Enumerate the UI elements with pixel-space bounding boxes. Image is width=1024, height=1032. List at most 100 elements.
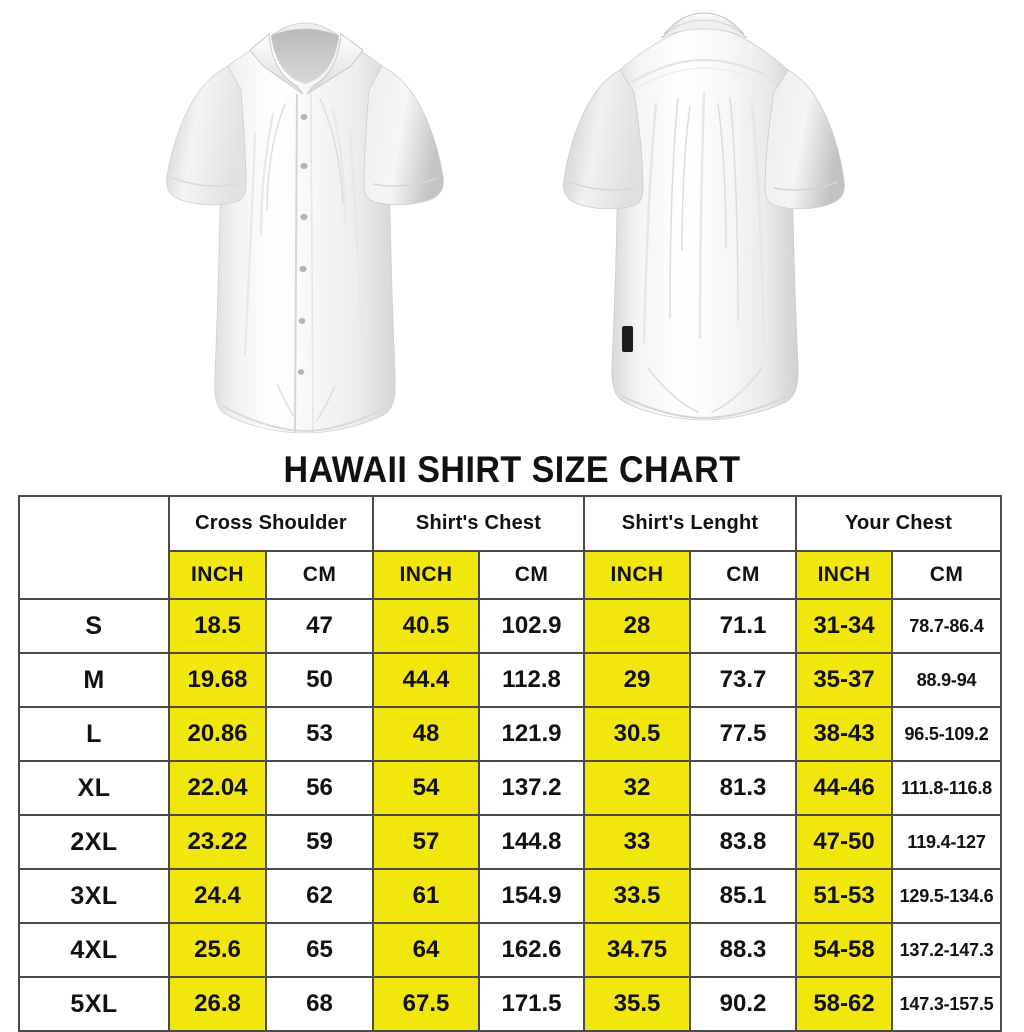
row-size-label: S <box>18 598 170 654</box>
cell-your-chest-cm: 111.8-116.8 <box>891 760 1003 816</box>
cell-cross-shoulder-cm: 59 <box>265 814 374 870</box>
row-size-label: 2XL <box>18 814 170 870</box>
table-row: 5XL 26.8 68 67.5 171.5 35.5 90.2 58-62 1… <box>18 976 1003 1032</box>
cell-your-chest-cm: 129.5-134.6 <box>891 868 1003 924</box>
cell-your-chest-cm: 96.5-109.2 <box>891 706 1003 762</box>
cell-length-cm: 77.5 <box>689 706 798 762</box>
unit-header-your-chest-cm: CM <box>891 550 1003 600</box>
cell-cross-shoulder-cm: 50 <box>265 652 374 708</box>
unit-header-chest-cm: CM <box>477 550 586 600</box>
cell-chest-inch: 54 <box>372 760 480 816</box>
cell-length-inch: 34.75 <box>583 922 692 978</box>
cell-cross-shoulder-cm: 62 <box>265 868 374 924</box>
cell-cross-shoulder-inch: 23.22 <box>168 814 267 870</box>
row-size-label: 4XL <box>18 922 170 978</box>
cell-your-chest-cm: 147.3-157.5 <box>891 976 1003 1032</box>
cell-cross-shoulder-inch: 26.8 <box>168 976 267 1032</box>
unit-header-length-inch: INCH <box>583 550 692 600</box>
cell-chest-cm: 121.9 <box>477 706 586 762</box>
table-row: M 19.68 50 44.4 112.8 29 73.7 35-37 88.9… <box>18 652 1003 708</box>
cell-chest-cm: 112.8 <box>477 652 586 708</box>
unit-header-length-cm: CM <box>689 550 798 600</box>
cell-chest-cm: 162.6 <box>477 922 586 978</box>
cell-chest-cm: 137.2 <box>477 760 586 816</box>
cell-your-chest-cm: 78.7-86.4 <box>891 598 1003 654</box>
cell-cross-shoulder-cm: 65 <box>265 922 374 978</box>
cell-cross-shoulder-inch: 19.68 <box>168 652 267 708</box>
row-size-label: 3XL <box>18 868 170 924</box>
cell-your-chest-inch: 31-34 <box>795 598 894 654</box>
unit-header-cross-shoulder-inch: INCH <box>168 550 267 600</box>
cell-cross-shoulder-cm: 47 <box>265 598 374 654</box>
row-size-label: 5XL <box>18 976 170 1032</box>
cell-length-cm: 83.8 <box>689 814 798 870</box>
page-title: HAWAII SHIRT SIZE CHART <box>283 449 741 490</box>
cell-chest-inch: 48 <box>372 706 480 762</box>
cell-length-inch: 33.5 <box>583 868 692 924</box>
cell-chest-inch: 61 <box>372 868 480 924</box>
cell-length-cm: 85.1 <box>689 868 798 924</box>
row-size-label: L <box>18 706 170 762</box>
cell-your-chest-inch: 44-46 <box>795 760 894 816</box>
unit-header-cross-shoulder-cm: CM <box>265 550 374 600</box>
cell-length-cm: 81.3 <box>689 760 798 816</box>
cell-chest-cm: 171.5 <box>477 976 586 1032</box>
table-row: S 18.5 47 40.5 102.9 28 71.1 31-34 78.7-… <box>18 598 1003 654</box>
unit-header-your-chest-inch: INCH <box>795 550 894 600</box>
shirt-back-view <box>548 8 860 426</box>
cell-length-inch: 32 <box>583 760 692 816</box>
cell-length-inch: 30.5 <box>583 706 692 762</box>
table-body: S 18.5 47 40.5 102.9 28 71.1 31-34 78.7-… <box>18 598 1003 1032</box>
table-group-header-row: Cross Shoulder Shirt's Chest Shirt's Len… <box>18 495 1003 600</box>
cell-your-chest-cm: 119.4-127 <box>891 814 1003 870</box>
table-unit-header-row: INCH CM INCH CM INCH CM INCH CM <box>19 550 1003 600</box>
group-header-shirts-lenght: Shirt's Lenght <box>583 495 798 552</box>
cell-length-cm: 73.7 <box>689 652 798 708</box>
cell-length-cm: 88.3 <box>689 922 798 978</box>
cell-your-chest-inch: 51-53 <box>795 868 894 924</box>
cell-length-inch: 28 <box>583 598 692 654</box>
corner-cell <box>18 495 170 600</box>
shirt-illustrations <box>0 0 1024 448</box>
table-row: XL 22.04 56 54 137.2 32 81.3 44-46 111.8… <box>18 760 1003 816</box>
cell-chest-inch: 40.5 <box>372 598 480 654</box>
cell-length-inch: 33 <box>583 814 692 870</box>
cell-your-chest-inch: 58-62 <box>795 976 894 1032</box>
cell-your-chest-inch: 38-43 <box>795 706 894 762</box>
row-size-label: M <box>18 652 170 708</box>
cell-chest-cm: 144.8 <box>477 814 586 870</box>
cell-your-chest-cm: 137.2-147.3 <box>891 922 1003 978</box>
cell-chest-inch: 64 <box>372 922 480 978</box>
cell-cross-shoulder-inch: 25.6 <box>168 922 267 978</box>
cell-cross-shoulder-inch: 24.4 <box>168 868 267 924</box>
table-row: 4XL 25.6 65 64 162.6 34.75 88.3 54-58 13… <box>18 922 1003 978</box>
shirt-front-view <box>145 14 465 439</box>
size-chart-table-wrapper: Cross Shoulder Shirt's Chest Shirt's Len… <box>18 495 1003 1032</box>
size-chart-table: Cross Shoulder Shirt's Chest Shirt's Len… <box>18 495 1003 1032</box>
cell-cross-shoulder-cm: 56 <box>265 760 374 816</box>
cell-cross-shoulder-inch: 20.86 <box>168 706 267 762</box>
cell-your-chest-cm: 88.9-94 <box>891 652 1003 708</box>
cell-length-inch: 35.5 <box>583 976 692 1032</box>
cell-cross-shoulder-inch: 22.04 <box>168 760 267 816</box>
cell-length-cm: 90.2 <box>689 976 798 1032</box>
table-row: L 20.86 53 48 121.9 30.5 77.5 38-43 96.5… <box>18 706 1003 762</box>
table-row: 2XL 23.22 59 57 144.8 33 83.8 47-50 119.… <box>18 814 1003 870</box>
cell-your-chest-inch: 35-37 <box>795 652 894 708</box>
cell-your-chest-inch: 47-50 <box>795 814 894 870</box>
unit-header-chest-inch: INCH <box>372 550 480 600</box>
group-header-shirts-chest: Shirt's Chest <box>371 495 586 552</box>
cell-chest-cm: 102.9 <box>477 598 586 654</box>
cell-chest-inch: 67.5 <box>372 976 480 1032</box>
cell-cross-shoulder-cm: 68 <box>265 976 374 1032</box>
cell-cross-shoulder-cm: 53 <box>265 706 374 762</box>
cell-chest-cm: 154.9 <box>477 868 586 924</box>
row-size-label: XL <box>18 760 170 816</box>
cell-cross-shoulder-inch: 18.5 <box>168 598 267 654</box>
cell-your-chest-inch: 54-58 <box>795 922 894 978</box>
table-row: 3XL 24.4 62 61 154.9 33.5 85.1 51-53 129… <box>18 868 1003 924</box>
group-header-your-chest: Your Chest <box>795 495 1003 552</box>
cell-length-inch: 29 <box>583 652 692 708</box>
cell-chest-inch: 57 <box>372 814 480 870</box>
